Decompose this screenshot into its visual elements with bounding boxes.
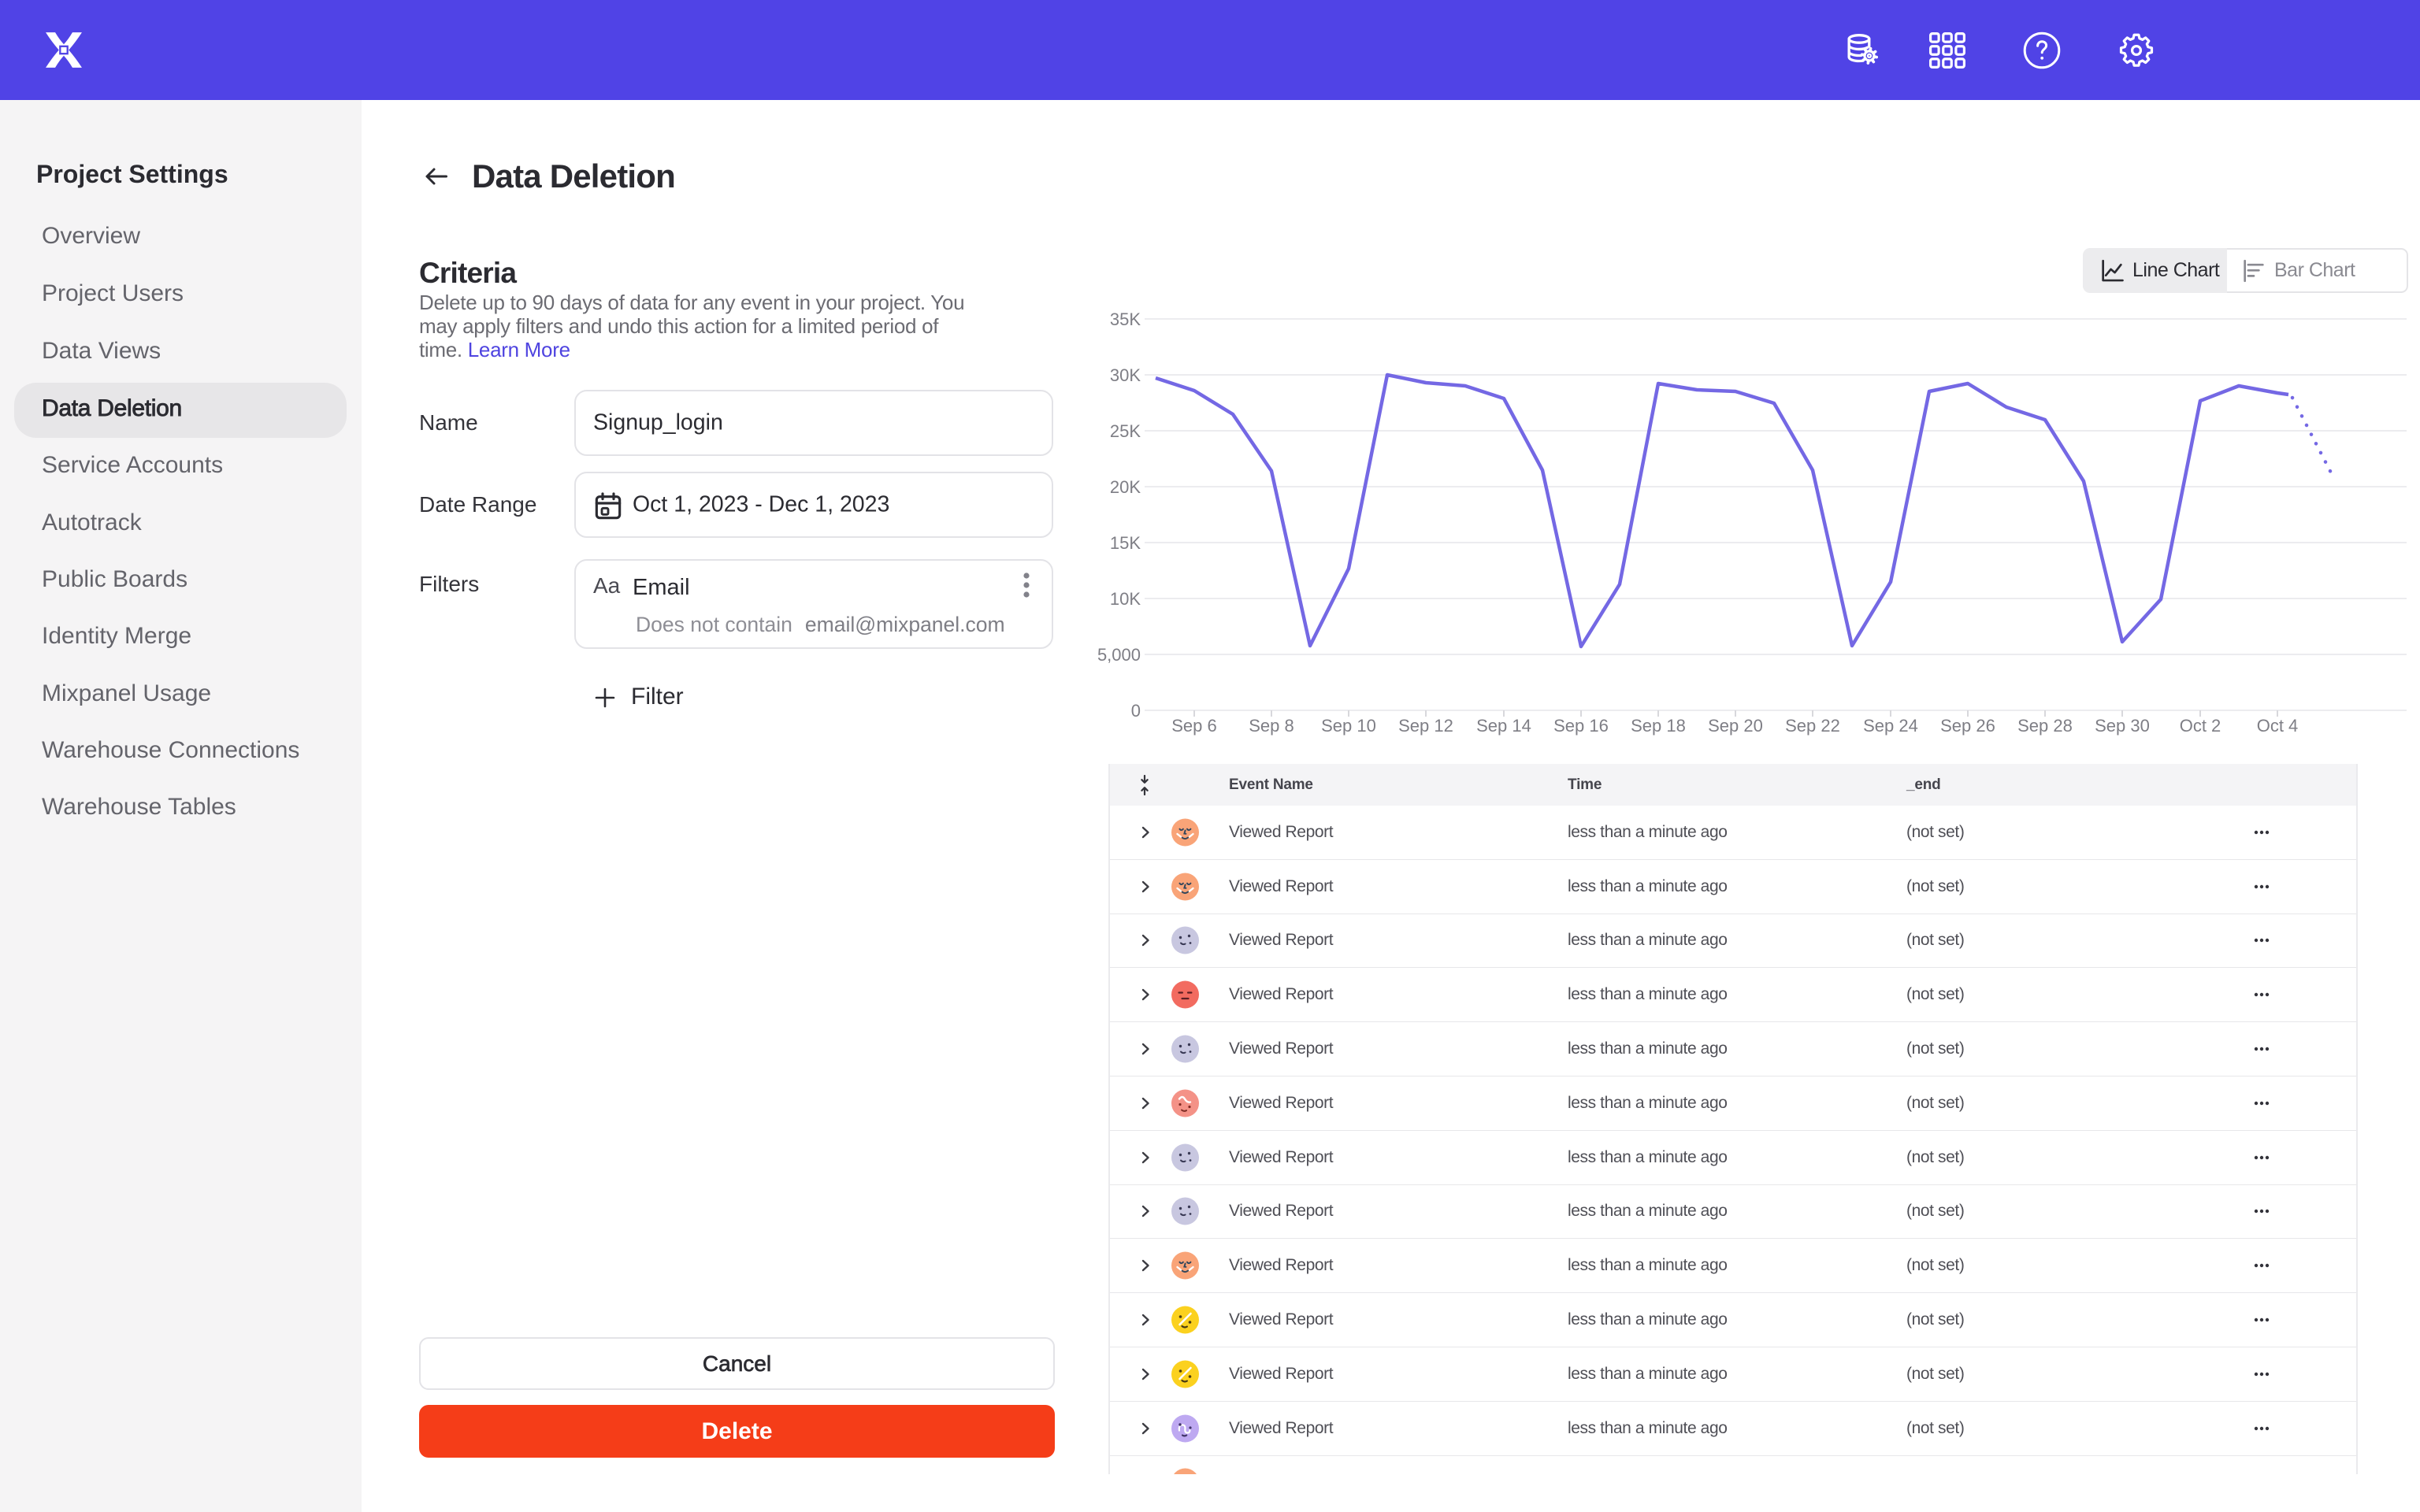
- svg-text:10K: 10K: [1110, 589, 1141, 609]
- svg-text:0: 0: [1131, 701, 1141, 721]
- svg-text:Sep 18: Sep 18: [1631, 716, 1686, 736]
- svg-text:Sep 26: Sep 26: [1940, 716, 1995, 736]
- svg-text:Sep 16: Sep 16: [1553, 716, 1609, 736]
- svg-text:Sep 6: Sep 6: [1171, 716, 1217, 736]
- svg-text:20K: 20K: [1110, 477, 1141, 497]
- svg-text:Sep 10: Sep 10: [1321, 716, 1376, 736]
- svg-text:Sep 12: Sep 12: [1398, 716, 1453, 736]
- svg-text:25K: 25K: [1110, 421, 1141, 441]
- svg-text:Oct 4: Oct 4: [2257, 716, 2299, 736]
- svg-text:Sep 30: Sep 30: [2095, 716, 2150, 736]
- svg-text:35K: 35K: [1110, 309, 1141, 329]
- svg-text:5,000: 5,000: [1097, 645, 1141, 665]
- svg-text:15K: 15K: [1110, 533, 1141, 553]
- svg-text:Sep 8: Sep 8: [1249, 716, 1294, 736]
- svg-text:Sep 24: Sep 24: [1863, 716, 1918, 736]
- svg-text:30K: 30K: [1110, 365, 1141, 385]
- svg-text:Oct 2: Oct 2: [2180, 716, 2221, 736]
- svg-text:Sep 20: Sep 20: [1708, 716, 1763, 736]
- svg-text:Sep 14: Sep 14: [1476, 716, 1531, 736]
- svg-text:Sep 28: Sep 28: [2017, 716, 2073, 736]
- svg-text:Sep 22: Sep 22: [1785, 716, 1840, 736]
